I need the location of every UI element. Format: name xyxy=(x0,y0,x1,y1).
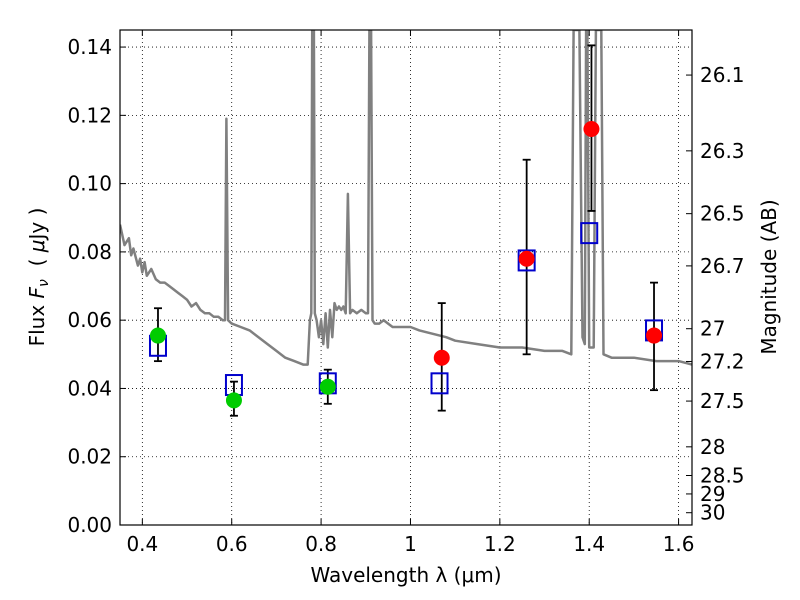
y-tick-label: 0.06 xyxy=(67,308,112,332)
magnitude-tick-label: 26.1 xyxy=(700,63,745,87)
observed-point xyxy=(433,349,450,366)
magnitude-tick-label: 27 xyxy=(700,317,725,341)
model-sed-layer xyxy=(120,30,692,366)
grid xyxy=(120,30,692,526)
y-axis-title: Flux Fν ( μJy ) xyxy=(25,208,52,347)
y-tick-label: 0.12 xyxy=(67,103,112,127)
magnitude-axis-title: Magnitude (AB) xyxy=(757,199,781,354)
model-photometry-marker xyxy=(430,372,449,395)
magnitude-tick-label: 28 xyxy=(700,435,725,459)
x-tick-label: 1 xyxy=(404,532,417,556)
observed-point xyxy=(225,392,242,409)
magnitude-tick-label: 26.5 xyxy=(700,202,745,226)
magnitude-tick-label: 30 xyxy=(700,501,725,525)
magnitude-tick-label: 27.2 xyxy=(700,349,745,373)
y-tick-label: 0.04 xyxy=(67,376,112,400)
y-tick-label: 0.02 xyxy=(67,445,112,469)
x-tick-label: 0.8 xyxy=(305,532,337,556)
model-sed-line xyxy=(120,30,692,366)
x-tick-label: 1.2 xyxy=(484,532,516,556)
magnitude-tick-label: 29 xyxy=(700,482,725,506)
x-tick-label: 0.6 xyxy=(216,532,248,556)
plot-frame xyxy=(119,29,693,526)
y-axis: 0.00 0.02 0.04 0.06 0.08 0.10 0.12 0.14 xyxy=(67,35,126,537)
observed-points-layer xyxy=(149,121,663,409)
observed-point xyxy=(149,327,166,344)
magnitude-tick-label: 27.5 xyxy=(700,389,745,413)
observed-point xyxy=(646,327,663,344)
model-photometry-marker xyxy=(580,222,599,245)
magnitude-tick-label: 28.5 xyxy=(700,464,745,488)
magnitude-tick-label: 26.7 xyxy=(700,254,745,278)
x-axis: 0.4 0.6 0.8 1 1.2 1.4 1.6 xyxy=(126,30,695,556)
x-axis-title: Wavelength λ (μm) xyxy=(310,563,501,587)
y-tick-label: 0.08 xyxy=(67,240,112,264)
x-tick-label: 1.6 xyxy=(663,532,695,556)
y-tick-label: 0.00 xyxy=(67,513,112,537)
model-photometry-marker xyxy=(517,249,536,272)
magnitude-tick-label: 26.3 xyxy=(700,139,745,163)
model-photometry-layer xyxy=(148,222,664,397)
y-tick-label: 0.14 xyxy=(67,35,112,59)
x-tick-label: 1.4 xyxy=(573,532,605,556)
observed-point xyxy=(583,121,600,137)
observed-point xyxy=(319,378,336,395)
y-tick-label: 0.10 xyxy=(67,172,112,196)
observed-point xyxy=(518,250,535,267)
x-tick-label: 0.4 xyxy=(126,532,158,556)
